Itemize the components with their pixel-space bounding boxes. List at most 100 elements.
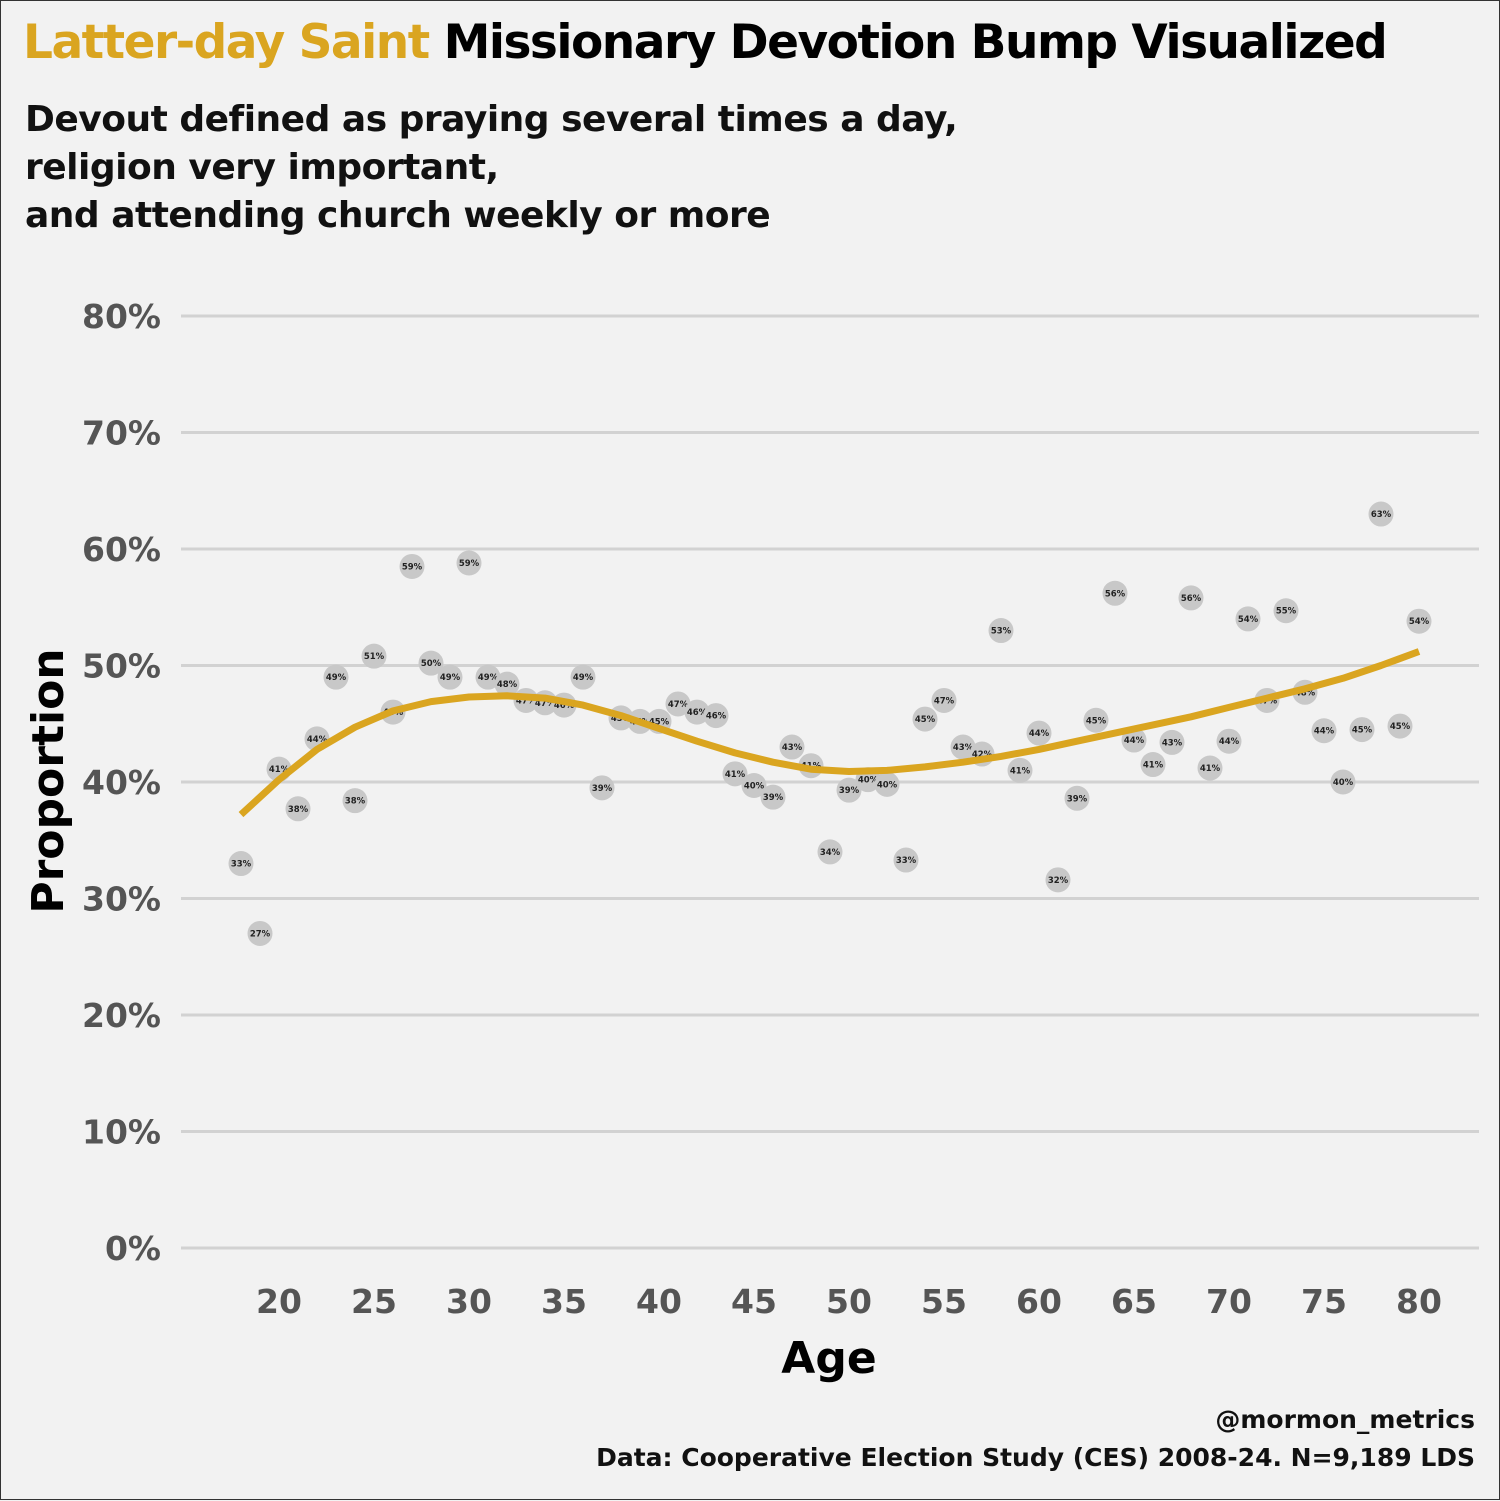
data-point-label: 63%: [1371, 510, 1392, 520]
data-point-label: 54%: [1238, 615, 1259, 625]
data-point: [779, 734, 805, 760]
data-point-label: 47%: [535, 699, 556, 709]
data-point-label: 59%: [459, 559, 480, 569]
data-point: [570, 664, 596, 690]
data-point-label: 45%: [649, 717, 670, 727]
data-point-label: 46%: [554, 701, 575, 711]
data-point-label: 41%: [725, 770, 746, 780]
data-point-label: 43%: [953, 743, 974, 753]
x-tick-label: 60: [1016, 1282, 1062, 1321]
y-tick-label: 80%: [82, 297, 161, 336]
x-tick-label: 50: [826, 1282, 872, 1321]
x-tick-labels: 20 25 30 35 40 45 50 55 60 65 70 75 80: [256, 1282, 1442, 1321]
data-point: [1406, 608, 1432, 634]
y-tick-label: 20%: [82, 996, 161, 1035]
data-point-label: 46%: [687, 708, 708, 718]
data-point: [361, 643, 387, 669]
data-point: [1387, 713, 1413, 739]
data-point: [950, 734, 976, 760]
data-point-label: 56%: [1105, 589, 1126, 599]
data-point-label: 39%: [1067, 794, 1088, 804]
caption-source: Data: Cooperative Election Study (CES) 2…: [596, 1443, 1475, 1472]
x-tick-label: 45: [731, 1282, 777, 1321]
data-point: [1178, 585, 1204, 611]
data-point-label: 54%: [1409, 617, 1430, 627]
data-point: [456, 550, 482, 576]
data-point: [874, 771, 900, 797]
data-point-label: 43%: [782, 743, 803, 753]
data-point: [988, 618, 1014, 644]
data-point-label: 45%: [1352, 726, 1373, 736]
data-point-label: 38%: [288, 805, 309, 815]
subtitle-line-2: religion very important,: [25, 147, 499, 188]
data-point: [1235, 606, 1261, 632]
data-point: [684, 699, 710, 725]
data-point-label: 44%: [1219, 737, 1240, 747]
data-point: [1159, 729, 1185, 755]
data-point: [589, 775, 615, 801]
x-tick-label: 75: [1301, 1282, 1347, 1321]
data-point: [912, 706, 938, 732]
data-point-label: 40%: [858, 776, 879, 786]
x-tick-label: 30: [446, 1282, 492, 1321]
y-tick-labels: 0% 10% 20% 30% 40% 50% 60% 70% 80%: [82, 297, 161, 1268]
data-point-label: 41%: [269, 765, 290, 775]
data-point: [285, 796, 311, 822]
data-point-label: 53%: [991, 627, 1012, 637]
data-point-label: 45%: [1086, 716, 1107, 726]
data-point: [1140, 752, 1166, 778]
data-point: [342, 788, 368, 814]
data-point-label: 49%: [440, 673, 461, 683]
title-accent: Latter-day Saint: [23, 15, 430, 70]
data-point: [1197, 755, 1223, 781]
data-point-label: 41%: [1143, 761, 1164, 771]
grid-layer: [181, 314, 1479, 1250]
data-point: [817, 839, 843, 865]
data-point-label: 33%: [896, 856, 917, 866]
data-point-label: 48%: [497, 680, 518, 690]
data-point-label: 59%: [402, 562, 423, 572]
x-tick-label: 20: [256, 1282, 302, 1321]
data-point-label: 44%: [1029, 729, 1050, 739]
data-points: 33% 27% 41% 38% 44% 49% 38% 51% 46% 59% 50% 49% 59% 4…: [228, 501, 1432, 946]
x-tick-label: 35: [541, 1282, 587, 1321]
data-point: [836, 777, 862, 803]
data-point: [931, 687, 957, 713]
x-tick-label: 65: [1111, 1282, 1157, 1321]
data-point-label: 43%: [1162, 738, 1183, 748]
data-point: [665, 691, 691, 717]
data-point-label: 41%: [1010, 766, 1031, 776]
x-tick-label: 40: [636, 1282, 682, 1321]
data-point: [1064, 785, 1090, 811]
trend-layer: [238, 648, 1421, 818]
data-point: [1216, 728, 1242, 754]
data-point: [323, 664, 349, 690]
y-axis-label: Proportion: [23, 648, 74, 913]
y-tick-label: 0%: [105, 1229, 161, 1268]
data-point: [722, 761, 748, 787]
x-tick-label: 70: [1206, 1282, 1252, 1321]
data-point-label: 50%: [421, 659, 442, 669]
y-tick-label: 70%: [82, 414, 161, 453]
data-point-label: 46%: [706, 712, 727, 722]
data-point-label: 55%: [1276, 607, 1297, 617]
title-rest: Missionary Devotion Bump Visualized: [443, 15, 1388, 70]
chart-title: Latter-day Saint Missionary Devotion Bum…: [23, 15, 1388, 70]
y-tick-label: 40%: [82, 763, 161, 802]
data-point-label: 42%: [972, 750, 993, 760]
data-point: [437, 664, 463, 690]
data-point: [741, 772, 767, 798]
data-point: [760, 784, 786, 810]
data-point: [1045, 867, 1071, 893]
y-tick-label: 10%: [82, 1113, 161, 1152]
data-point-label: 39%: [592, 784, 613, 794]
data-point-label: 44%: [307, 735, 328, 745]
data-point: [1368, 501, 1394, 527]
data-point-label: 51%: [364, 652, 385, 662]
x-tick-label: 80: [1396, 1282, 1442, 1321]
data-point: [893, 847, 919, 873]
data-point: [399, 553, 425, 579]
data-point: [228, 851, 254, 877]
data-point: [247, 920, 273, 946]
